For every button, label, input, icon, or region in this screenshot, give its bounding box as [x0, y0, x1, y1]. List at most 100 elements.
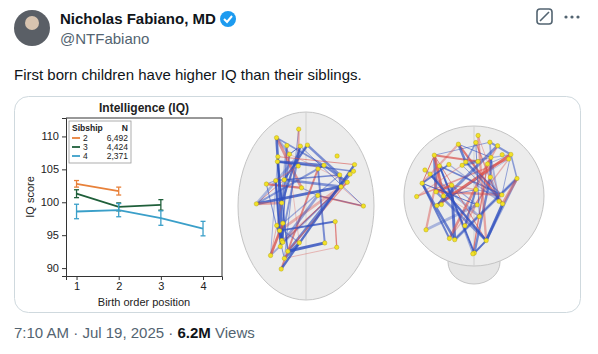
footer-part: 7:10 AM — [14, 324, 69, 341]
brain-connection — [422, 144, 458, 183]
tick-mark — [62, 268, 66, 269]
error-cap — [116, 203, 121, 204]
error-cap — [74, 218, 79, 219]
brain-node — [471, 252, 475, 256]
brain-node — [452, 237, 456, 241]
brain-node — [437, 164, 441, 168]
brain-node — [305, 143, 309, 147]
brain-node — [464, 160, 468, 164]
brain-node — [279, 267, 283, 271]
brain-connection — [318, 196, 364, 207]
error-bar — [116, 187, 121, 195]
error-stem — [118, 204, 119, 217]
timestamp: 7:10 AM · Jul 19, 2025 · 6.2M Views — [14, 324, 255, 341]
brain-node — [351, 169, 355, 173]
brain-node — [484, 238, 488, 242]
tick: 100 — [41, 196, 66, 208]
brain-node — [488, 140, 492, 144]
more-dot[interactable] — [564, 15, 567, 18]
tweet-text: First born children have higher IQ than … — [14, 66, 362, 83]
brain-node — [345, 180, 349, 184]
chart-title: Intelligence (IQ) — [99, 101, 189, 115]
brain-node — [323, 241, 327, 245]
brain-node — [281, 221, 285, 225]
footer-part: Jul 19, 2025 — [82, 324, 164, 341]
brain-node — [335, 154, 339, 158]
tick: 2 — [116, 276, 122, 292]
brain-midline — [306, 112, 307, 300]
brain-connection — [458, 144, 465, 162]
brain-node — [474, 140, 478, 144]
brain-node — [274, 135, 278, 139]
brain-node — [441, 194, 445, 198]
error-bar — [158, 200, 163, 211]
error-cap — [158, 199, 163, 200]
brain-node — [435, 203, 439, 207]
brain-node — [507, 157, 511, 161]
tick-label: 2 — [116, 280, 122, 292]
brain-connection — [462, 165, 499, 201]
more-dot[interactable] — [576, 15, 579, 18]
brain-outline — [238, 112, 374, 300]
legend-box — [69, 121, 131, 163]
media-card[interactable] — [15, 97, 581, 313]
author-name[interactable]: Nicholas Fabiano, MD — [60, 10, 216, 27]
brain-connection — [449, 165, 499, 202]
tick-label: 90 — [47, 262, 59, 274]
avatar-face — [25, 16, 39, 30]
verified-badge — [220, 11, 236, 27]
brain-node — [286, 249, 290, 253]
error-stem — [202, 221, 203, 235]
brain-node — [298, 144, 302, 148]
footer-part: 6.2M — [177, 324, 210, 341]
brain-connection — [283, 175, 340, 223]
brain-node — [500, 202, 504, 206]
tick: 4 — [200, 276, 206, 292]
tick-label: 95 — [47, 229, 59, 241]
brain-connection — [437, 146, 498, 206]
grok-icon[interactable] — [537, 9, 552, 24]
handle[interactable]: @NTFabiano — [60, 30, 149, 47]
error-cap — [201, 235, 206, 236]
verified-check — [224, 16, 232, 22]
error-cap — [116, 194, 121, 195]
avatar[interactable] — [14, 10, 50, 46]
more-dot[interactable] — [570, 15, 573, 18]
brain-node — [281, 240, 285, 244]
brain-node — [287, 152, 291, 156]
brain-node — [296, 164, 300, 168]
brain-connection — [278, 157, 355, 165]
brain-connection — [452, 185, 476, 189]
brain-connection — [300, 146, 363, 206]
brain-node — [316, 167, 320, 171]
brain-node — [432, 153, 436, 157]
brain-connection — [276, 181, 280, 231]
brain-node — [335, 245, 339, 249]
tick-label: 110 — [41, 130, 59, 142]
brain-connection — [422, 183, 455, 239]
error-cap — [74, 204, 79, 205]
axis-line — [67, 277, 223, 281]
x-axis-title: Birth order position — [98, 296, 190, 308]
brain-node — [278, 244, 282, 248]
brain-connection — [277, 162, 298, 166]
plot-area — [74, 181, 205, 236]
legend-title: Sibship — [72, 123, 103, 133]
error-cap — [74, 186, 79, 187]
error-cap — [158, 210, 163, 211]
brain-node — [447, 162, 451, 166]
tick-label: 3 — [158, 280, 164, 292]
brain-outline — [404, 126, 544, 266]
brain-node — [276, 154, 280, 158]
brain-connection — [271, 162, 278, 256]
brain-node — [348, 172, 352, 176]
brain-node — [285, 143, 289, 147]
brain-node — [333, 219, 337, 223]
tick-label: 100 — [41, 196, 59, 208]
brain-node — [338, 173, 342, 177]
page: Nicholas Fabiano, MD @NTFabiano First born… — [0, 0, 598, 354]
tick: 105 — [41, 163, 66, 175]
brain-connection — [434, 155, 478, 161]
brain-node — [509, 152, 513, 156]
tick: 3 — [158, 276, 164, 292]
